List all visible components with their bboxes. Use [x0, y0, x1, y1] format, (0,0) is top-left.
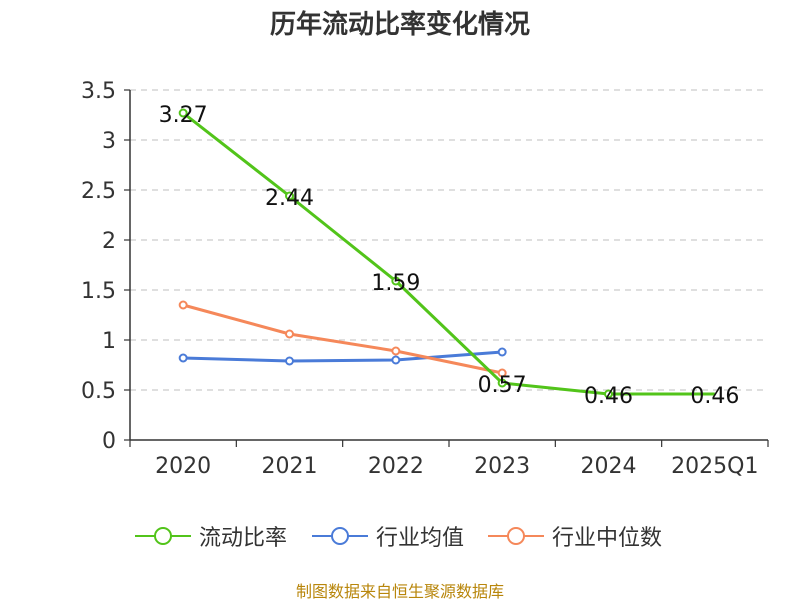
x-tick-label: 2025Q1: [671, 454, 758, 479]
legend-label: 行业均值: [376, 526, 465, 551]
x-tick-label: 2024: [581, 454, 637, 479]
data-point: [391, 355, 401, 365]
data-point: [178, 300, 188, 310]
data-label: 0.46: [690, 384, 739, 409]
y-tick-label: 2.5: [81, 179, 116, 204]
data-label: 2.44: [265, 186, 314, 211]
y-tick-label: 2: [102, 229, 116, 254]
data-label: 1.59: [371, 271, 420, 296]
chart-title: 历年流动比率变化情况: [269, 10, 530, 40]
legend-line-icon: [135, 527, 191, 545]
data-point: [285, 329, 294, 339]
source-note: 制图数据来自恒生聚源数据库: [295, 582, 504, 601]
data-label: 3.27: [159, 103, 208, 128]
data-point: [391, 276, 401, 286]
data-label: 0.57: [478, 373, 527, 398]
data-label: 0.46: [584, 384, 633, 409]
data-point: [178, 353, 188, 363]
y-tick-label: 1: [102, 329, 116, 354]
data-point: [604, 389, 613, 399]
legend-label: 流动比率: [199, 526, 288, 551]
y-tick-label: 3: [102, 129, 116, 154]
legend-line-icon: [312, 527, 368, 545]
legend-line-icon: [488, 527, 544, 545]
data-point: [497, 368, 507, 378]
x-tick-label: 2023: [474, 454, 530, 479]
series-line: [183, 350, 503, 363]
y-tick-label: 0: [102, 429, 116, 454]
y-tick-label: 3.5: [81, 79, 116, 104]
data-point: [285, 356, 294, 366]
x-tick-label: 2021: [262, 454, 318, 479]
series-line: [182, 303, 503, 375]
data-point: [391, 346, 401, 356]
legend: 流动比率 行业均值 行业中位数: [0, 518, 800, 554]
legend-item-industry-mean[interactable]: 行业均值: [312, 518, 464, 554]
legend-item-current-ratio[interactable]: 流动比率: [135, 518, 287, 554]
legend-item-industry-median[interactable]: 行业中位数: [488, 518, 662, 554]
y-tick-label: 1.5: [81, 279, 116, 304]
data-point: [178, 108, 188, 118]
data-point: [285, 191, 294, 201]
data-point: [497, 347, 507, 357]
x-tick-label: 2022: [368, 454, 424, 479]
y-tick-label: 0.5: [81, 379, 116, 404]
x-tick-label: 2020: [155, 454, 211, 479]
series-line: [182, 111, 715, 396]
data-point: [497, 378, 507, 388]
legend-label: 行业中位数: [552, 526, 663, 551]
